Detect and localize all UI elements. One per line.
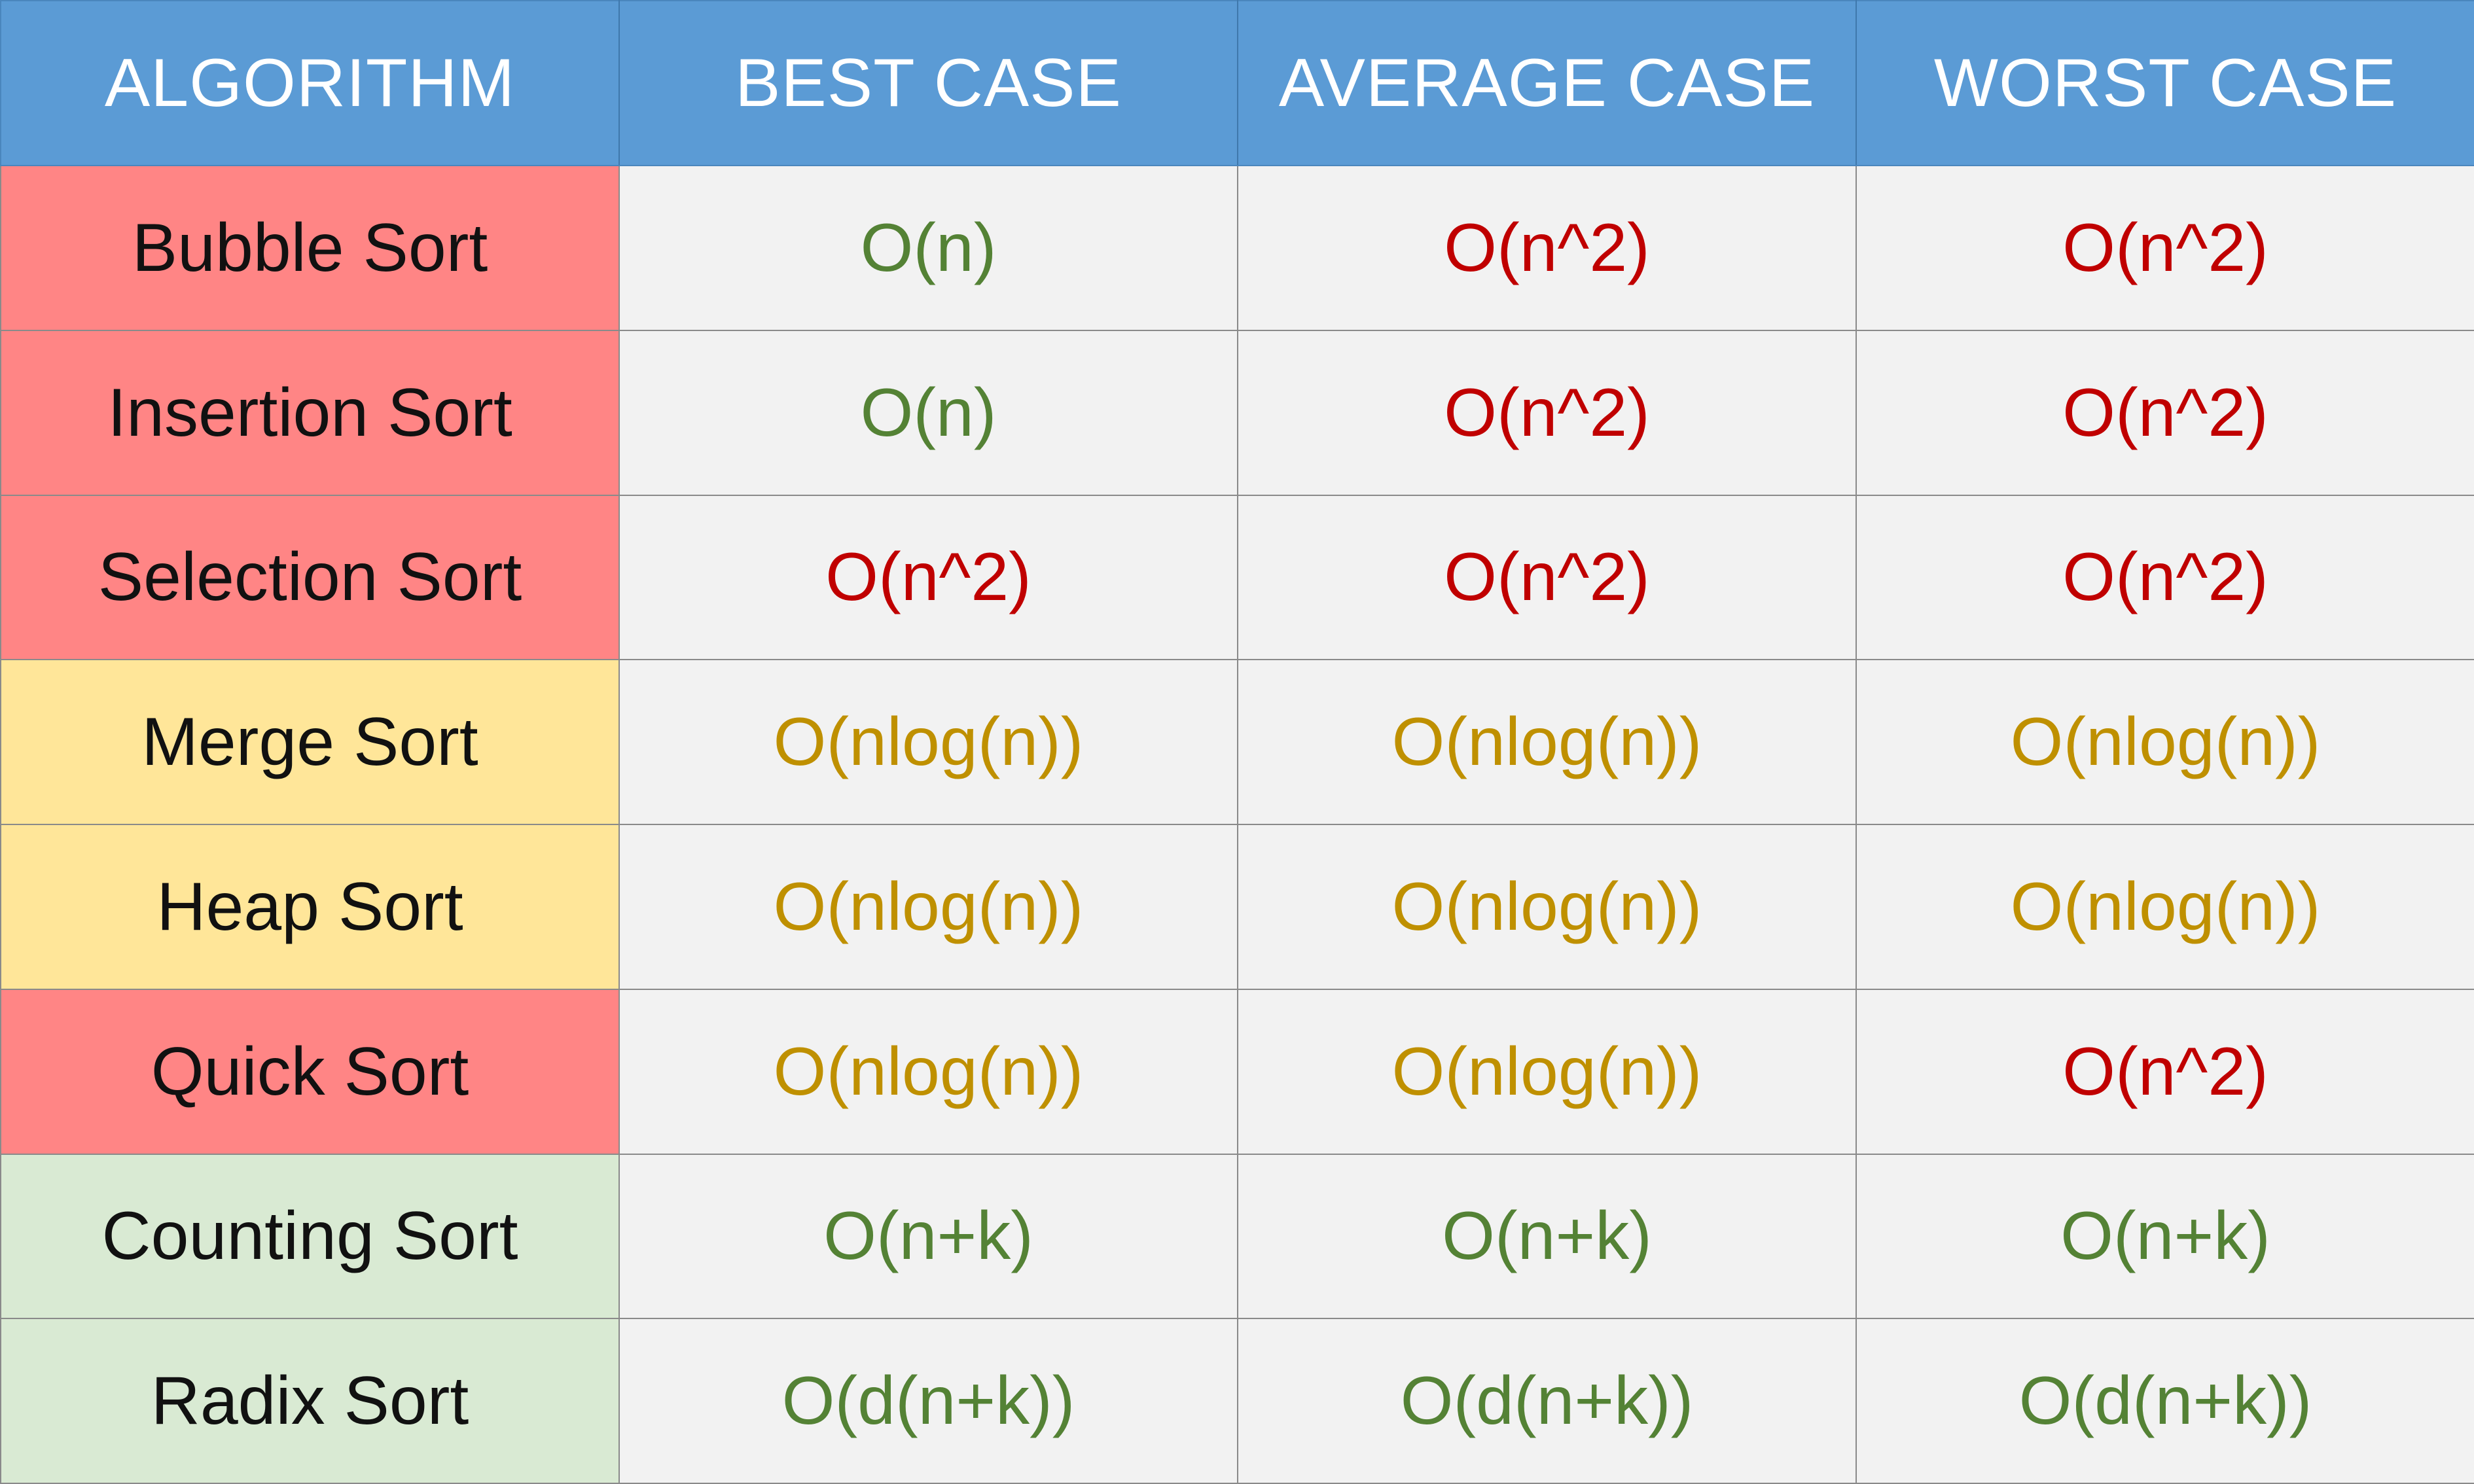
header-best-case: BEST CASE (618, 0, 1238, 166)
table-row: Merge Sort O(nlog(n)) O(nlog(n)) O(nlog(… (0, 659, 2474, 825)
worst-case-cell: O(n^2) (1856, 988, 2474, 1155)
worst-case-cell: O(n^2) (1856, 494, 2474, 661)
header-row: ALGORITHM BEST CASE AVERAGE CASE WORST C… (0, 0, 2474, 166)
table-row: Quick Sort O(nlog(n)) O(nlog(n)) O(n^2) (0, 988, 2474, 1155)
worst-case-cell: O(n^2) (1856, 329, 2474, 496)
table-row: Radix Sort O(d(n+k)) O(d(n+k)) O(d(n+k)) (0, 1318, 2474, 1484)
algorithm-cell: Bubble Sort (0, 165, 620, 331)
table-body: Bubble Sort O(n) O(n^2) O(n^2) Insertion… (0, 165, 2474, 1484)
table-row: Bubble Sort O(n) O(n^2) O(n^2) (0, 165, 2474, 331)
average-case-cell: O(n^2) (1237, 165, 1857, 331)
worst-case-cell: O(n^2) (1856, 165, 2474, 331)
algorithm-cell: Counting Sort (0, 1153, 620, 1320)
average-case-cell: O(nlog(n)) (1237, 988, 1857, 1155)
average-case-cell: O(d(n+k)) (1237, 1318, 1857, 1484)
average-case-cell: O(n^2) (1237, 329, 1857, 496)
average-case-cell: O(n^2) (1237, 494, 1857, 661)
algorithm-cell: Quick Sort (0, 988, 620, 1155)
algorithm-cell: Radix Sort (0, 1318, 620, 1484)
algorithm-cell: Merge Sort (0, 659, 620, 825)
best-case-cell: O(d(n+k)) (618, 1318, 1238, 1484)
table-row: Counting Sort O(n+k) O(n+k) O(n+k) (0, 1153, 2474, 1320)
best-case-cell: O(n^2) (618, 494, 1238, 661)
table-row: Selection Sort O(n^2) O(n^2) O(n^2) (0, 494, 2474, 661)
best-case-cell: O(nlog(n)) (618, 988, 1238, 1155)
best-case-cell: O(n+k) (618, 1153, 1238, 1320)
algorithm-cell: Heap Sort (0, 824, 620, 990)
table-header: ALGORITHM BEST CASE AVERAGE CASE WORST C… (0, 0, 2474, 166)
table-row: Heap Sort O(nlog(n)) O(nlog(n)) O(nlog(n… (0, 824, 2474, 990)
best-case-cell: O(nlog(n)) (618, 659, 1238, 825)
header-worst-case: WORST CASE (1856, 0, 2474, 166)
best-case-cell: O(n) (618, 329, 1238, 496)
worst-case-cell: O(n+k) (1856, 1153, 2474, 1320)
best-case-cell: O(n) (618, 165, 1238, 331)
worst-case-cell: O(nlog(n)) (1856, 824, 2474, 990)
average-case-cell: O(n+k) (1237, 1153, 1857, 1320)
worst-case-cell: O(nlog(n)) (1856, 659, 2474, 825)
algorithm-cell: Insertion Sort (0, 329, 620, 496)
average-case-cell: O(nlog(n)) (1237, 659, 1857, 825)
average-case-cell: O(nlog(n)) (1237, 824, 1857, 990)
header-algorithm: ALGORITHM (0, 0, 620, 166)
algorithm-cell: Selection Sort (0, 494, 620, 661)
table-row: Insertion Sort O(n) O(n^2) O(n^2) (0, 329, 2474, 496)
header-average-case: AVERAGE CASE (1237, 0, 1857, 166)
worst-case-cell: O(d(n+k)) (1856, 1318, 2474, 1484)
best-case-cell: O(nlog(n)) (618, 824, 1238, 990)
